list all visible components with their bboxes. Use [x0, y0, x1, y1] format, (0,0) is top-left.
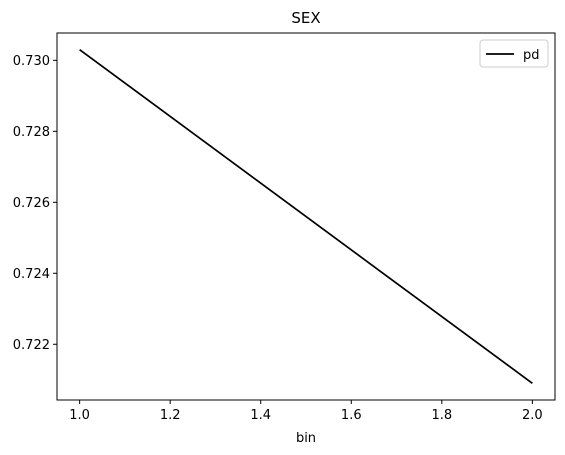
- x-axis-label: bin: [296, 431, 316, 446]
- x-tick-label: 1.6: [341, 408, 362, 423]
- y-tick-label: 0.730: [13, 54, 50, 69]
- y-tick-label: 0.722: [13, 338, 50, 353]
- series-line-pd: [79, 48, 533, 385]
- plot-area: [56, 32, 556, 401]
- series-layer: [79, 48, 533, 385]
- x-tick-label: 1.4: [250, 408, 271, 423]
- x-tick-label: 1.8: [431, 408, 452, 423]
- legend-label-pd: pd: [523, 48, 540, 63]
- chart-title: SEX: [291, 9, 320, 27]
- x-tick-label: 1.2: [160, 408, 181, 423]
- x-axis: 1.0 1.2 1.4 1.6 1.8 2.0: [69, 400, 543, 423]
- y-tick-label: 0.724: [13, 267, 50, 282]
- x-tick-label: 1.0: [69, 408, 90, 423]
- y-axis: 0.722 0.724 0.726 0.728 0.730: [13, 54, 57, 353]
- y-tick-label: 0.728: [13, 125, 50, 140]
- x-tick-label: 2.0: [522, 408, 543, 423]
- plot-frame: [56, 32, 556, 401]
- legend: pd: [479, 39, 549, 68]
- y-tick-label: 0.726: [13, 196, 50, 211]
